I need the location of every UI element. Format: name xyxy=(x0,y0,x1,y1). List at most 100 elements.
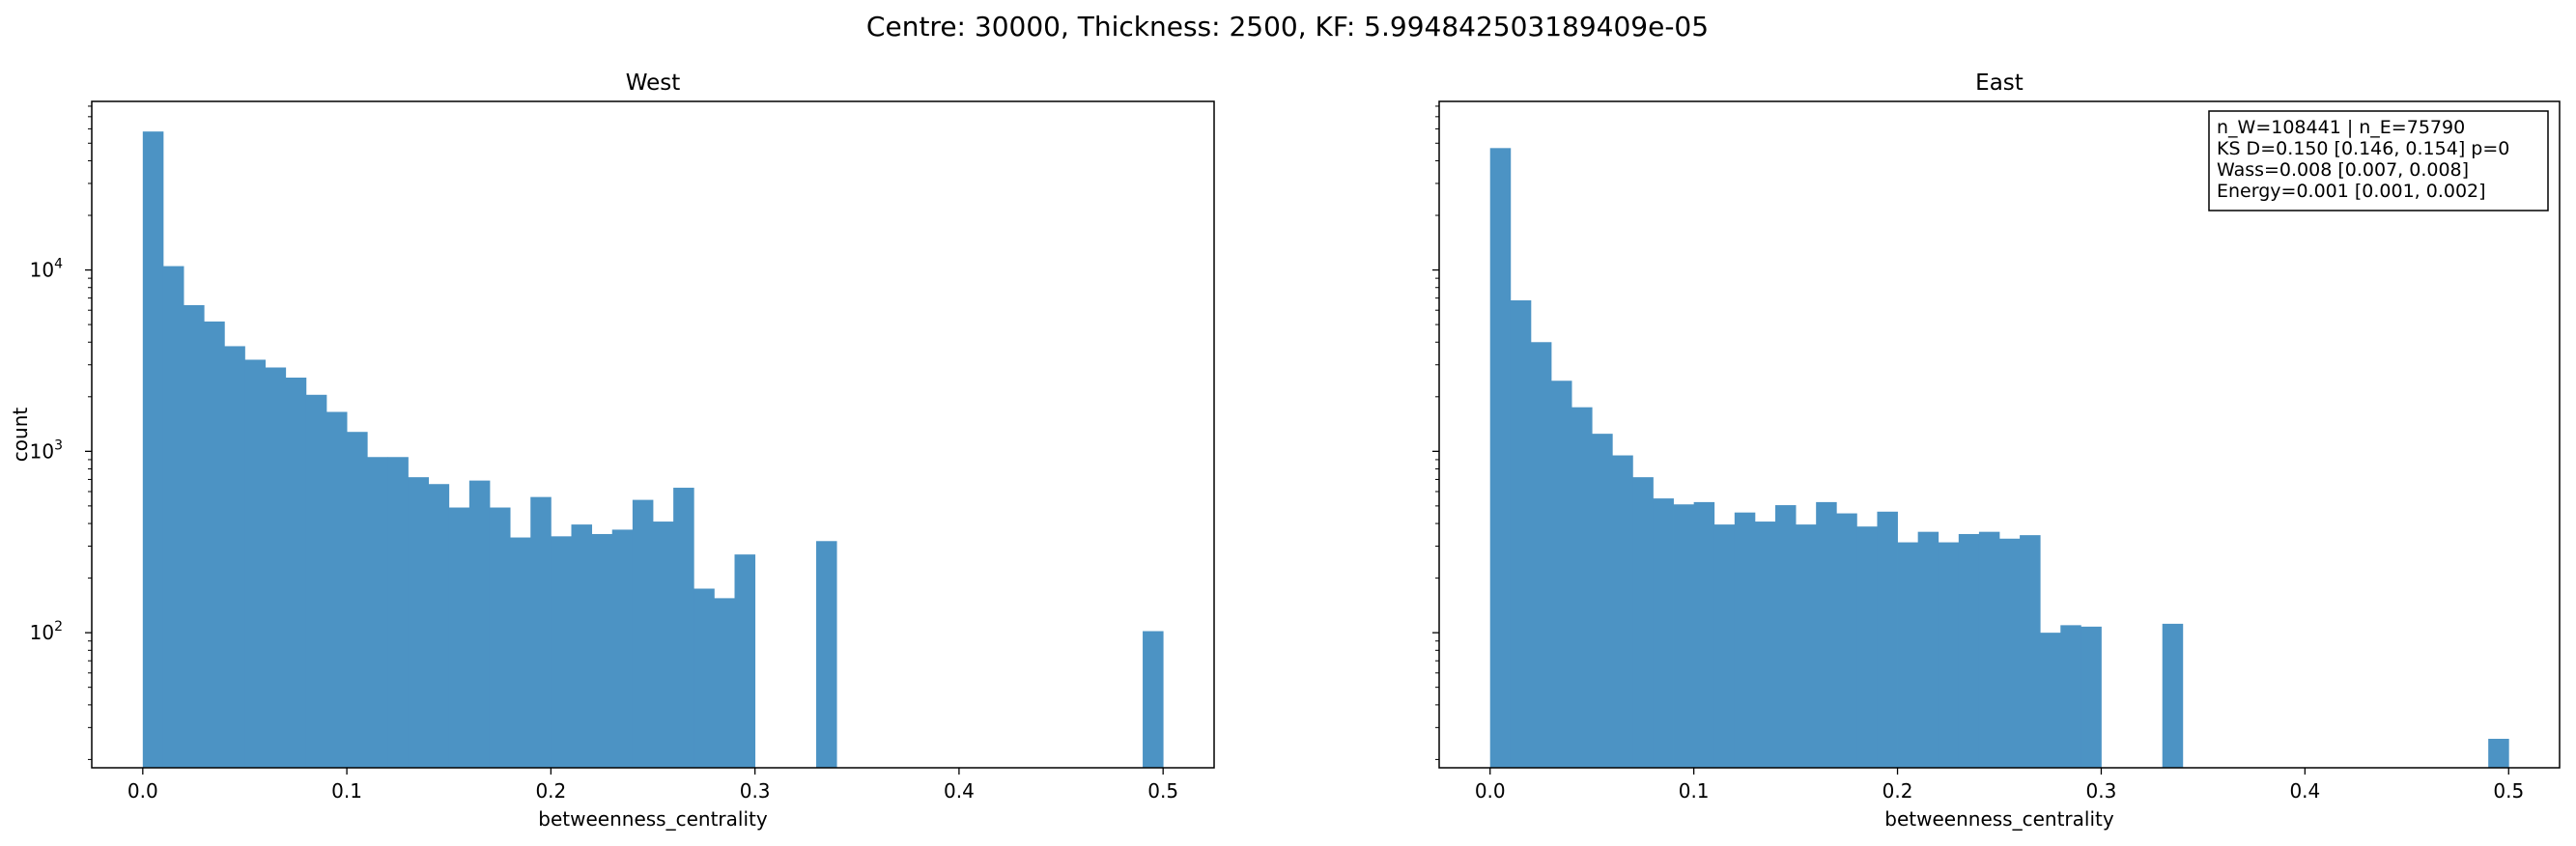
histogram-bar xyxy=(428,484,450,768)
stats-annotation-line: Wass=0.008 [0.007, 0.008] xyxy=(2217,159,2469,181)
histogram-bar xyxy=(2488,739,2509,768)
y-tick-label: 104 xyxy=(30,257,63,282)
histogram-bar xyxy=(1571,407,1593,768)
histogram-bar xyxy=(244,359,266,768)
x-axis-label: betweenness_centrality xyxy=(538,807,768,831)
histogram-bar xyxy=(1856,526,1878,768)
histogram-bar xyxy=(408,477,429,768)
x-tick-label: 0.1 xyxy=(331,779,362,803)
x-tick-label: 0.5 xyxy=(1147,779,1178,803)
histogram-bar xyxy=(2162,623,2184,768)
histogram-bar xyxy=(571,524,593,768)
x-tick-label: 0.3 xyxy=(2086,779,2117,803)
histogram-bar xyxy=(673,488,694,768)
histogram-bar xyxy=(367,457,388,768)
histogram-bar xyxy=(530,496,552,768)
histogram-bar xyxy=(1917,531,1939,768)
histogram-bar xyxy=(1632,477,1654,768)
histogram-bar xyxy=(1693,501,1715,768)
histogram-bar xyxy=(1143,631,1164,768)
histogram-bar xyxy=(1796,524,1817,768)
histogram-bar xyxy=(184,304,205,768)
histogram-bar xyxy=(694,588,715,768)
histogram-bar xyxy=(224,346,245,768)
histogram-bar xyxy=(142,131,164,769)
stats-annotation-line: Energy=0.001 [0.001, 0.002] xyxy=(2217,181,2486,202)
histogram-bar xyxy=(1754,522,1776,768)
histogram-bar xyxy=(347,432,368,768)
histogram-bar xyxy=(816,541,837,768)
histogram-bar xyxy=(1713,524,1736,768)
histogram-bar xyxy=(285,377,307,768)
figure-title: Centre: 30000, Thickness: 2500, KF: 5.99… xyxy=(866,11,1709,42)
histogram-bar xyxy=(1897,542,1919,768)
histogram-bar xyxy=(1877,511,1898,768)
histogram-bar xyxy=(1938,542,1960,768)
histogram-bar xyxy=(265,367,287,768)
x-tick-label: 0.1 xyxy=(1679,779,1710,803)
histogram-bar xyxy=(1653,498,1674,768)
x-tick-label: 0.5 xyxy=(2493,779,2524,803)
histogram-bar xyxy=(1489,148,1512,768)
histogram-bar xyxy=(1816,501,1837,768)
histogram-bar xyxy=(1551,381,1572,768)
histogram-bar xyxy=(734,554,756,768)
histogram-bar xyxy=(1734,512,1756,768)
histogram-bar xyxy=(714,598,735,768)
y-tick-label: 103 xyxy=(30,437,63,463)
east-panel: 0.0 0.1 0.2 0.3 0.4 0.5 East betweenness_centra… xyxy=(1432,70,2561,831)
histogram-bar xyxy=(1530,342,1552,768)
histogram-bar xyxy=(591,533,613,768)
histogram-bar xyxy=(489,507,511,768)
y-tick-base: 10 xyxy=(30,439,54,463)
histogram-bar xyxy=(2081,626,2102,768)
histogram-bar xyxy=(2060,625,2081,768)
y-axis-label: count xyxy=(9,408,32,463)
histogram-bar xyxy=(1958,533,1980,768)
y-tick-base: 10 xyxy=(30,621,54,644)
histogram-bar xyxy=(468,480,491,768)
y-tick-exponent: 2 xyxy=(54,619,63,634)
x-tick-label: 0.0 xyxy=(1475,779,1506,803)
x-tick-label: 0.2 xyxy=(1882,779,1913,803)
histogram-bar xyxy=(611,529,634,768)
histogram-bar xyxy=(387,457,409,768)
histogram-bar xyxy=(551,536,572,768)
x-tick-label: 0.3 xyxy=(740,779,771,803)
histogram-bar xyxy=(326,411,348,768)
y-tick-label: 102 xyxy=(30,619,63,644)
y-tick-exponent: 3 xyxy=(54,437,63,453)
histogram-bar xyxy=(2040,633,2061,768)
y-tick-exponent: 4 xyxy=(54,257,63,272)
stats-annotation-line: KS D=0.150 [0.146, 0.154] p=0 xyxy=(2217,138,2509,159)
histogram-bar xyxy=(448,507,470,768)
histogram-bar xyxy=(1612,455,1633,768)
y-tick-base: 10 xyxy=(30,259,54,282)
x-tick-label: 0.4 xyxy=(944,779,975,803)
histogram-bar xyxy=(1999,538,2021,768)
west-panel: 0.0 0.1 0.2 0.3 0.4 0.5102103104Westbetweenne… xyxy=(9,70,1215,831)
stats-annotation-line: n_W=108441 | n_E=75790 xyxy=(2217,117,2465,138)
histogram-bar xyxy=(162,266,184,769)
histogram-bar xyxy=(510,537,531,768)
histogram-bar xyxy=(632,499,654,768)
histogram-bar xyxy=(1673,504,1695,768)
histogram-bar xyxy=(1836,513,1857,768)
x-tick-label: 0.2 xyxy=(535,779,566,803)
histogram-bar xyxy=(1592,434,1613,768)
histogram-bar xyxy=(1775,505,1797,768)
x-axis-label: betweenness_centrality xyxy=(1884,807,2114,831)
x-tick-label: 0.0 xyxy=(127,779,158,803)
histogram-bar xyxy=(653,522,674,768)
x-tick-label: 0.4 xyxy=(2289,779,2320,803)
stats-annotation-box xyxy=(2208,110,2549,212)
axes-frame xyxy=(91,100,1215,769)
histogram-bar xyxy=(1978,531,2000,768)
histogram-bar xyxy=(1510,299,1532,768)
axes-title: West xyxy=(626,70,681,96)
histogram-bar xyxy=(204,321,225,768)
histogram-bar xyxy=(2020,535,2041,768)
axes-frame xyxy=(1438,100,2561,769)
histogram-bar xyxy=(305,394,327,768)
